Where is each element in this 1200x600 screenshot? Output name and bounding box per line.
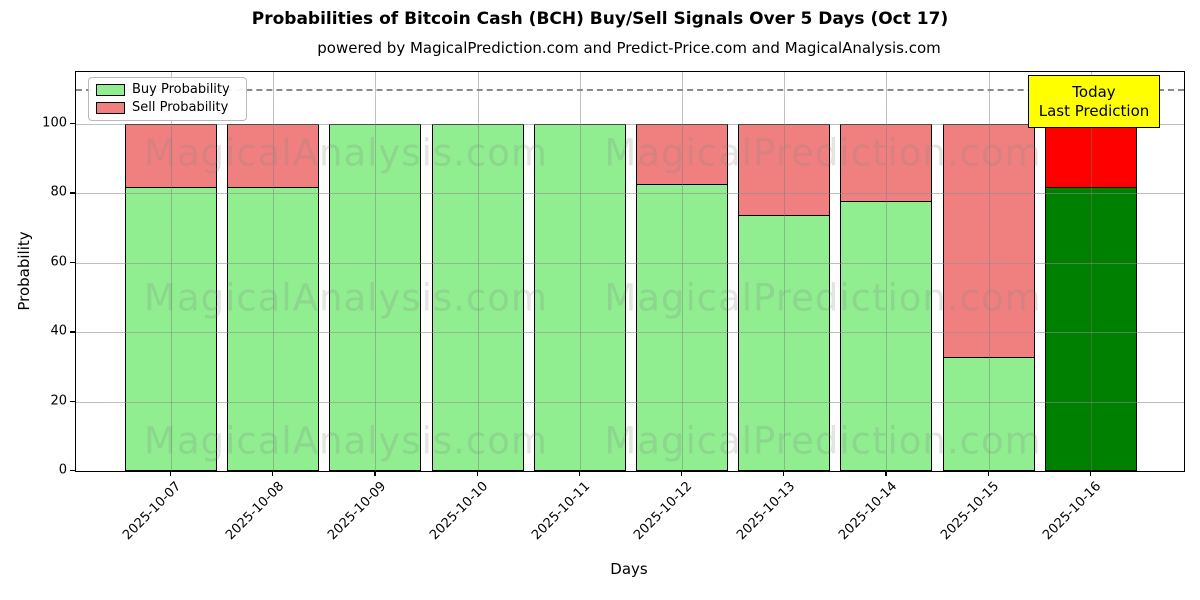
x-tick-mark [578,471,581,477]
legend-label-sell: Sell Probability [132,99,229,115]
bar-2025-10-13-sell [738,124,831,216]
x-tick-label: 2025-10-07 [120,479,185,544]
horizontal-gridline [76,193,1184,195]
x-tick-label: 2025-10-14 [835,479,900,544]
x-axis-label: Days [610,560,648,578]
y-tick-mark [70,261,75,264]
bar-2025-10-07-buy [125,186,217,471]
vertical-gridline [273,72,275,471]
x-tick-label: 2025-10-13 [733,479,798,544]
threshold-dashed-line [76,89,1184,92]
horizontal-gridline [76,262,1184,264]
x-tick-label: 2025-10-16 [1040,479,1105,544]
legend-item-sell: Sell Probability [89,99,246,115]
horizontal-gridline [76,332,1184,334]
y-tick-label: 100 [42,115,67,131]
y-tick-mark [70,470,75,472]
y-tick-label: 60 [50,254,67,270]
bar-2025-10-08-sell [227,124,320,188]
y-tick-mark [70,400,75,402]
y-tick-label: 80 [50,184,67,200]
vertical-gridline [1090,72,1092,471]
x-tick-label: 2025-10-09 [324,479,389,544]
bar-2025-10-11-buy [533,124,626,471]
x-tick-mark [272,471,274,477]
y-tick-mark [70,192,75,194]
vertical-gridline [682,72,683,471]
horizontal-gridline [76,401,1184,403]
today-annotation: Today Last Prediction [1028,75,1160,128]
y-tick-label: 20 [50,393,67,409]
x-tick-label: 2025-10-15 [938,479,1003,544]
vertical-gridline [477,72,479,471]
buy-probability-swatch-icon [96,84,125,97]
x-tick-label: 2025-10-11 [529,479,594,544]
bar-2025-10-15-buy [942,356,1035,471]
x-tick-mark [681,471,683,477]
x-tick-mark [783,471,785,477]
today-annotation-line1: Today [1072,82,1116,101]
vertical-gridline [784,72,786,471]
vertical-gridline [886,72,888,471]
legend: Buy Probability Sell Probability [88,77,247,121]
y-axis-label: Probability [15,231,33,311]
x-tick-label: 2025-10-08 [222,479,287,544]
x-tick-mark [885,471,887,477]
x-tick-mark [374,471,376,477]
chart-subtitle: powered by MagicalPrediction.com and Pre… [317,39,941,57]
y-tick-label: 0 [58,462,67,478]
bar-2025-10-07-sell [125,124,217,188]
sell-probability-swatch-icon [96,101,125,114]
chart-title: Probabilities of Bitcoin Cash (BCH) Buy/… [251,9,949,29]
x-tick-mark [170,471,172,477]
x-tick-mark [987,471,989,477]
bar-2025-10-12-buy [636,183,728,471]
vertical-gridline [988,72,990,471]
y-tick-mark [70,123,75,125]
bar-2025-10-10-buy [431,124,524,471]
x-tick-mark [1089,471,1092,477]
legend-item-buy: Buy Probability [89,83,246,97]
bar-2025-10-09-buy [329,124,422,471]
x-tick-mark [476,471,478,477]
bar-2025-10-14-sell [840,124,933,202]
bar-2025-10-14-buy [840,200,933,471]
y-tick-mark [70,331,75,333]
bar-2025-10-08-buy [227,186,320,471]
x-tick-label: 2025-10-12 [631,479,696,544]
y-tick-label: 40 [50,323,67,339]
plot-area: MagicalAnalysis.com MagicalPrediction.com… [75,71,1185,472]
x-tick-label: 2025-10-10 [427,479,492,544]
vertical-gridline [579,72,581,471]
vertical-gridline [171,72,172,471]
bar-2025-10-13-buy [738,214,831,471]
today-annotation-line2: Last Prediction [1038,101,1150,120]
bar-2025-10-15-sell [942,124,1035,359]
legend-label-buy: Buy Probability [132,82,230,98]
vertical-gridline [375,72,377,471]
horizontal-gridline [76,124,1184,126]
